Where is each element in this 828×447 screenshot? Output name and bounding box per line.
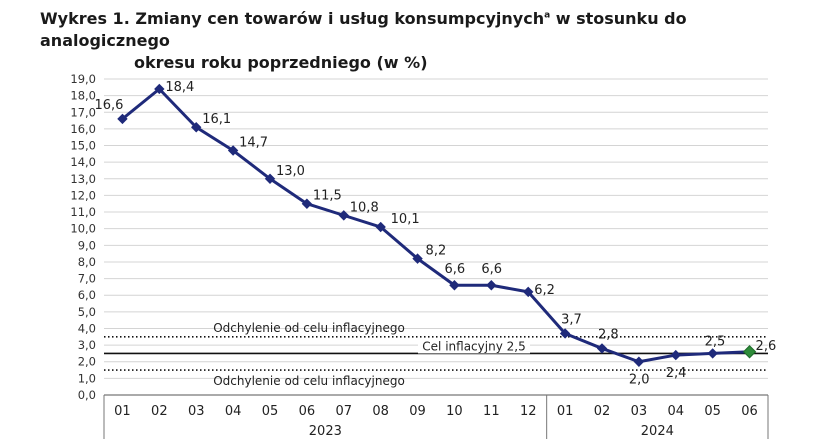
y-tick-label: 14,0 xyxy=(70,155,96,169)
reference-label-bg xyxy=(418,340,530,354)
x-tick-label: 06 xyxy=(299,404,316,419)
data-point-marker xyxy=(596,343,608,354)
chart-title-line2: okresu roku poprzedniego (w %) xyxy=(134,53,428,72)
data-label: 2,5 xyxy=(705,334,726,349)
data-label: 2,8 xyxy=(598,327,619,342)
data-point-marker xyxy=(633,356,645,367)
year-label: 2023 xyxy=(309,424,342,439)
chart-title: Wykres 1. Zmiany cen towarów i usług kon… xyxy=(40,8,800,74)
x-tick-label: 06 xyxy=(741,404,758,419)
data-label: 6,2 xyxy=(534,283,555,298)
data-label: 18,4 xyxy=(165,80,194,95)
data-point-marker xyxy=(707,348,718,359)
x-tick-label: 01 xyxy=(114,404,131,419)
data-label: 2,0 xyxy=(629,373,650,388)
data-point-marker xyxy=(117,113,128,125)
x-tick-label: 07 xyxy=(336,404,353,419)
y-tick-label: 3,0 xyxy=(78,338,96,352)
data-label: 13,0 xyxy=(276,164,305,179)
chart-title-prefix: Wykres 1. Zmiany cen towarów i usług kon… xyxy=(40,9,545,28)
x-tick-label: 02 xyxy=(151,404,168,419)
data-label: 2,6 xyxy=(756,339,777,354)
data-point-marker xyxy=(264,173,276,184)
data-point-marker xyxy=(412,253,423,264)
reference-lines: Odchylenie od celu inflacyjnego Cel infla… xyxy=(104,321,768,388)
data-point-marker xyxy=(154,83,165,95)
data-point-marker xyxy=(227,145,239,156)
reference-label-upper: Odchylenie od celu inflacyjnego xyxy=(213,321,405,335)
y-tick-label: 6,0 xyxy=(78,288,96,302)
data-point-marker xyxy=(449,280,460,291)
data-point-marker xyxy=(670,349,681,361)
y-tick-label: 8,0 xyxy=(78,255,96,269)
data-label: 14,7 xyxy=(239,136,268,151)
y-tick-label: 1,0 xyxy=(78,371,96,385)
y-tick-label: 19,0 xyxy=(70,72,96,86)
y-tick-label: 10,0 xyxy=(70,222,96,236)
reference-label-lower: Odchylenie od celu inflacyjnego xyxy=(213,374,405,388)
axes: 0,0 1,0 2,0 3,0 4,0 5,0 6,0 7,0 8,0 9,0 10,0 11,0 12… xyxy=(70,72,769,439)
y-tick-label: 13,0 xyxy=(70,172,96,186)
data-label: 2,4 xyxy=(666,366,687,381)
y-tick-label: 11,0 xyxy=(70,205,96,219)
data-label: 6,6 xyxy=(444,262,465,277)
data-label: 8,2 xyxy=(426,244,447,259)
series-polyline xyxy=(121,87,750,364)
y-tick-label: 5,0 xyxy=(78,305,96,319)
data-point-marker xyxy=(301,198,313,209)
reference-label-target: Cel inflacyjny 2,5 xyxy=(422,339,525,353)
data-point-marker xyxy=(191,122,202,133)
series-line xyxy=(117,83,757,367)
chart-title-superscript: a xyxy=(544,10,551,21)
y-tick-label: 17,0 xyxy=(70,105,96,119)
y-tick-label: 7,0 xyxy=(78,272,96,286)
data-point-marker xyxy=(523,286,534,298)
x-tick-label: 11 xyxy=(483,404,500,419)
x-tick-label: 04 xyxy=(225,404,242,419)
chart-title-suffix: w stosunku do analogicznego xyxy=(40,9,687,50)
data-label: 16,6 xyxy=(94,98,123,113)
y-tick-label: 4,0 xyxy=(78,321,96,335)
y-tick-label: 12,0 xyxy=(70,188,96,202)
x-tick-label: 05 xyxy=(704,404,721,419)
y-tick-label: 16,0 xyxy=(70,122,96,136)
x-tick-label: 10 xyxy=(446,404,463,419)
y-tick-label: 0,0 xyxy=(78,388,96,402)
data-label: 16,1 xyxy=(202,112,231,127)
data-point-marker xyxy=(338,210,349,221)
data-labels: 16,6 18,4 16,1 14,7 13,0 11,5 10,8 10,1 8,2 6,6 6,… xyxy=(94,80,776,388)
x-tick-label: 05 xyxy=(262,404,279,419)
x-tick-label: 08 xyxy=(372,404,389,419)
year-label: 2024 xyxy=(641,424,674,439)
x-tick-label: 01 xyxy=(557,404,574,419)
data-label: 3,7 xyxy=(561,312,582,327)
x-tick-label: 03 xyxy=(188,404,205,419)
y-tick-label: 15,0 xyxy=(70,139,96,153)
grid-lines xyxy=(104,78,768,379)
x-tick-label: 03 xyxy=(631,404,648,419)
y-tick-label: 9,0 xyxy=(78,238,96,252)
x-tick-label: 12 xyxy=(520,404,537,419)
data-point-marker xyxy=(375,221,386,233)
x-tick-label: 02 xyxy=(594,404,611,419)
data-label: 6,6 xyxy=(481,262,502,277)
y-tick-label: 2,0 xyxy=(78,355,96,369)
x-tick-label: 09 xyxy=(409,404,426,419)
data-label: 10,8 xyxy=(350,200,379,215)
data-label: 11,5 xyxy=(313,189,342,204)
data-point-marker xyxy=(559,328,571,339)
data-point-marker xyxy=(742,345,757,359)
data-label: 10,1 xyxy=(391,212,420,227)
data-point-marker xyxy=(486,280,497,291)
x-tick-label: 04 xyxy=(668,404,685,419)
y-tick-label: 18,0 xyxy=(70,89,96,103)
